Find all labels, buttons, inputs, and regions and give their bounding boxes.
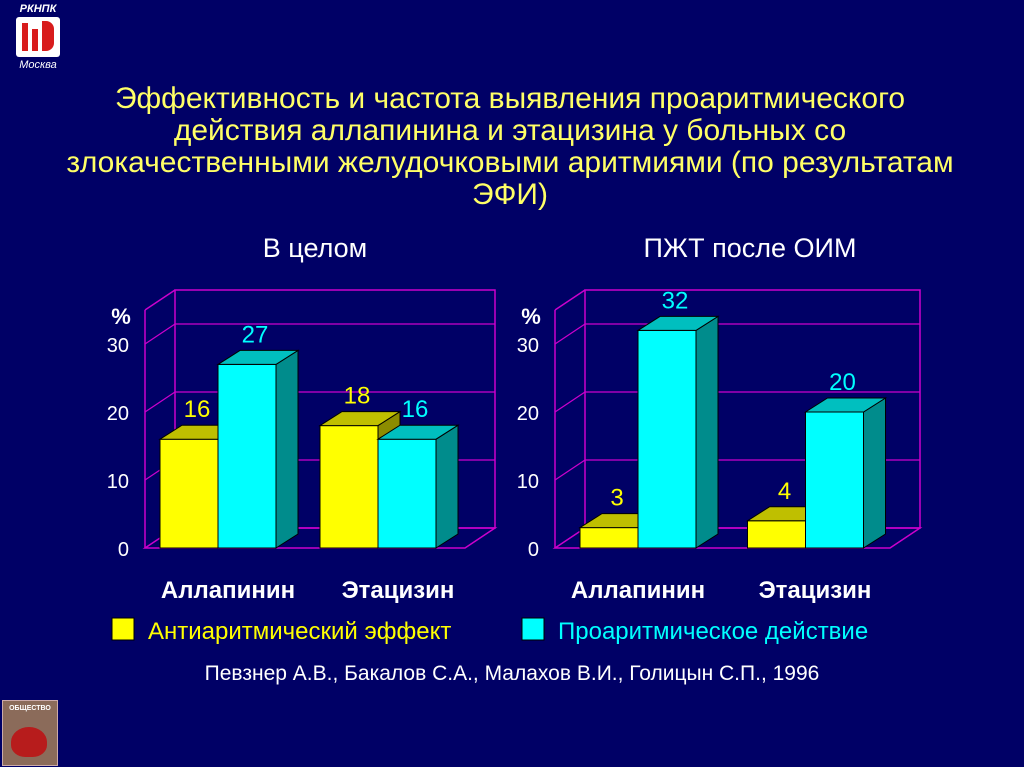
chart-1-bar-0-0 bbox=[579, 527, 639, 549]
society-badge: ОБЩЕСТВО bbox=[2, 700, 58, 766]
chart-1-bar-1-0 bbox=[637, 329, 697, 549]
chart-1-ytick-2: 20 bbox=[517, 403, 539, 425]
chart-0-value-1-0: 27 bbox=[242, 321, 269, 348]
chart-1-grid-side-3 bbox=[554, 323, 586, 345]
chart-1-wall-edge bbox=[554, 289, 586, 311]
citation: Певзнер А.В., Бакалов С.А., Малахов В.И.… bbox=[204, 662, 820, 685]
logo-bottom-text: Москва bbox=[19, 59, 57, 71]
chart-0-grid-side-3 bbox=[144, 323, 176, 345]
chart-1-ytick-0: 0 bbox=[528, 539, 539, 561]
chart-1-ytick-3: 30 bbox=[517, 335, 539, 357]
chart-0-bar-top-1-1 bbox=[376, 424, 460, 440]
chart-0-value-0-1: 18 bbox=[344, 383, 371, 410]
chart-0-bar-1-0 bbox=[217, 363, 277, 549]
chart-0-ytick-0: 0 bbox=[118, 539, 129, 561]
chart-1-value-1-0: 32 bbox=[662, 287, 689, 314]
chart-1-category-0: Аллапинин bbox=[571, 577, 705, 604]
chart-0-ytick-1: 10 bbox=[107, 471, 129, 493]
heart-icon bbox=[11, 727, 47, 757]
logo: РКНПК Москва bbox=[10, 3, 66, 83]
chart-0-bar-side-1-0 bbox=[275, 349, 299, 549]
chart-0-bar-side-1-1 bbox=[435, 424, 459, 549]
chart-1-title: ПЖТ после ОИМ bbox=[644, 233, 857, 263]
chart-1-bar-top-1-1 bbox=[803, 397, 888, 413]
chart-0-bar-top-1-0 bbox=[216, 349, 300, 365]
chart-0-bar-top-0-1 bbox=[318, 411, 402, 427]
legend-label-0: Антиаритмический эффект bbox=[148, 618, 451, 645]
chart-1-value-0-1: 4 bbox=[778, 478, 791, 505]
slide-title: Эффективность и частота выявления проари… bbox=[66, 82, 954, 211]
chart-1-ylabel: % bbox=[521, 304, 541, 329]
chart-0-wall-edge bbox=[144, 289, 176, 311]
chart-0-category-0: Аллапинин bbox=[161, 577, 295, 604]
legend-swatch-0 bbox=[111, 617, 135, 641]
chart-1-grid-side-2 bbox=[554, 391, 586, 413]
chart-1-bar-top-1-0 bbox=[636, 315, 720, 331]
chart-0-value-1-1: 16 bbox=[402, 396, 429, 423]
chart-1-bar-0-1 bbox=[747, 520, 806, 549]
legend-label-1: Проаритмическое действие bbox=[558, 618, 868, 645]
chart-1-bar-1-1 bbox=[805, 411, 864, 549]
chart-1-category-1: Этацизин bbox=[759, 577, 872, 604]
logo-mark-icon bbox=[16, 17, 60, 57]
chart-0-value-0-0: 16 bbox=[184, 396, 211, 423]
chart-0-grid-side-2 bbox=[144, 391, 176, 413]
legend-swatch-1 bbox=[521, 617, 545, 641]
chart-1-value-0-0: 3 bbox=[610, 485, 623, 512]
chart-0-bar-0-0 bbox=[159, 438, 219, 549]
chart-0-ytick-2: 20 bbox=[107, 403, 129, 425]
chart-0-bar-1-1 bbox=[377, 438, 437, 549]
chart-0-bar-0-1 bbox=[319, 425, 379, 549]
chart-1-bar-side-1-1 bbox=[863, 397, 886, 549]
chart-1-bar-side-1-0 bbox=[695, 315, 719, 549]
chart-1-ytick-1: 10 bbox=[517, 471, 539, 493]
chart-1-grid-side-1 bbox=[554, 459, 586, 481]
badge-text: ОБЩЕСТВО bbox=[9, 705, 51, 712]
chart-1-value-1-1: 20 bbox=[829, 369, 856, 396]
logo-top-text: РКНПК bbox=[19, 3, 57, 15]
chart-0-title: В целом bbox=[263, 233, 367, 263]
chart-0-ylabel: % bbox=[111, 304, 131, 329]
chart-0-category-1: Этацизин bbox=[342, 577, 455, 604]
chart-0-ytick-3: 30 bbox=[107, 335, 129, 357]
